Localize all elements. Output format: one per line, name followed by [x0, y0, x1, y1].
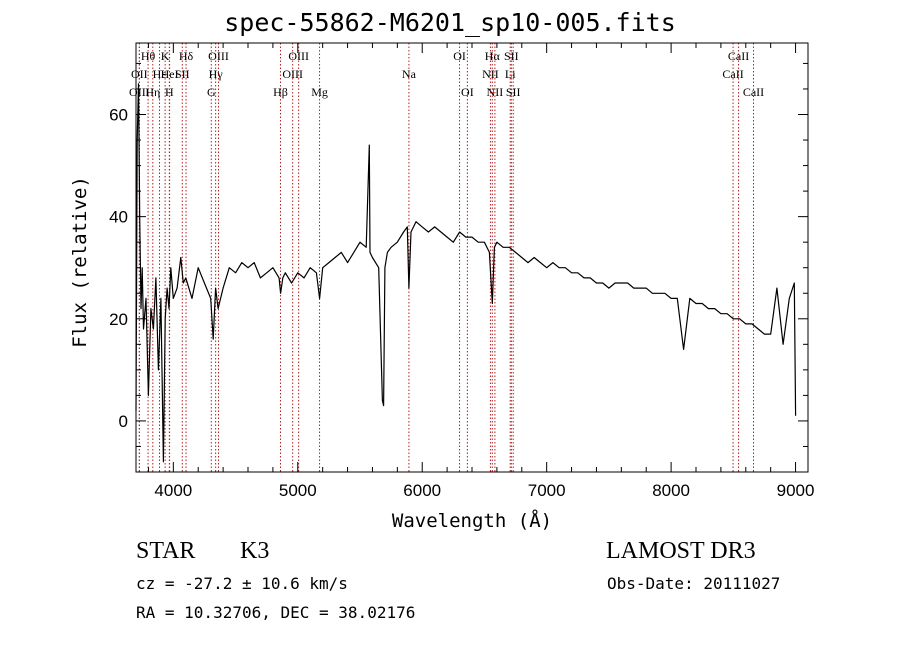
line-label: OIII: [208, 49, 229, 63]
line-label: K: [161, 49, 170, 63]
spectrum-line: [135, 83, 797, 463]
line-label: SII: [175, 67, 190, 81]
line-label: CaII: [743, 85, 764, 99]
x-tick-label: 7000: [528, 481, 566, 500]
x-tick-label: 9000: [777, 481, 815, 500]
x-tick-label: 4000: [154, 481, 192, 500]
y-axis-label: Flux (relative): [69, 176, 91, 348]
y-tick-label: 40: [109, 208, 128, 227]
line-label: OIII: [282, 67, 303, 81]
line-label: OIII: [129, 85, 150, 99]
line-label: Hη: [145, 85, 160, 99]
line-label: Hα: [485, 49, 501, 63]
plot-frame: [135, 42, 809, 473]
line-label: Hβ: [273, 85, 288, 99]
line-label: SII: [504, 49, 519, 63]
y-tick-label: 0: [119, 412, 128, 431]
redshift-text: cz = -27.2 ± 10.6 km/s: [136, 574, 348, 593]
line-label: Hε: [153, 67, 167, 81]
line-label: OI: [461, 85, 474, 99]
line-label: Li: [505, 67, 516, 81]
line-label: H: [165, 85, 174, 99]
x-axis-label: Wavelength (Å): [391, 510, 553, 532]
object-subclass: K3: [240, 538, 270, 564]
survey-name: LAMOST DR3: [606, 538, 756, 564]
x-tick-label: 6000: [403, 481, 441, 500]
emission-line-markers: [138, 43, 754, 472]
line-label: OIII: [288, 49, 309, 63]
object-class: STAR: [136, 538, 196, 564]
x-tick-label: 8000: [652, 481, 690, 500]
line-label: CaII: [728, 49, 749, 63]
obs-date-text: Obs-Date: 20111027: [607, 574, 781, 593]
line-label: Hδ: [179, 49, 194, 63]
line-label: Hθ: [141, 49, 156, 63]
line-label: OII: [131, 67, 148, 81]
chart-title: spec-55862-M6201_sp10-005.fits: [224, 8, 676, 37]
line-label: Hγ: [209, 67, 224, 81]
line-label: NII: [487, 85, 504, 99]
line-label: Na: [402, 67, 417, 81]
line-label: OI: [453, 49, 466, 63]
line-label: Mg: [311, 85, 328, 99]
radec-text: RA = 10.32706, DEC = 38.02176: [136, 603, 416, 622]
y-tick-label: 20: [109, 310, 128, 329]
y-axis-ticks: 0 20 40 60: [109, 62, 808, 473]
x-tick-label: 5000: [279, 481, 317, 500]
y-tick-label: 60: [109, 106, 128, 125]
line-label: HeI: [161, 67, 179, 81]
line-label: G: [207, 85, 216, 99]
line-label: CaII: [722, 67, 743, 81]
line-label: SII: [506, 85, 521, 99]
x-axis-ticks: 4000 5000 6000 7000 8000 9000: [147, 43, 815, 500]
line-label: NII: [482, 67, 499, 81]
